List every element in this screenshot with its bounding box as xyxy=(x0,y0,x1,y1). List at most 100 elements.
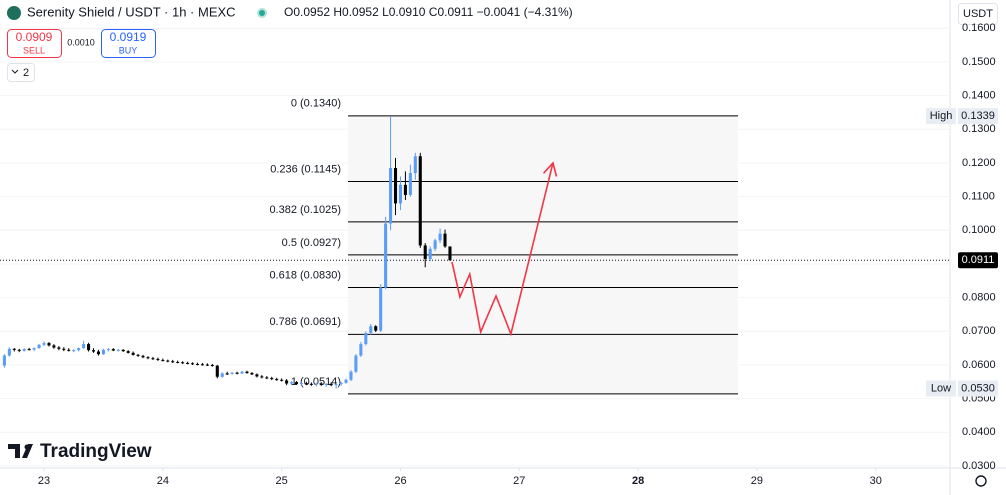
sell-button[interactable] xyxy=(7,29,62,58)
candle-body xyxy=(438,233,442,241)
candle-body xyxy=(131,352,135,355)
candle-body xyxy=(443,233,447,247)
candle-body xyxy=(364,332,368,345)
candle-body xyxy=(87,344,91,351)
currency-button[interactable] xyxy=(958,3,998,25)
candle-body xyxy=(250,373,254,375)
candle-body xyxy=(210,364,214,366)
sell-label: SELL xyxy=(23,45,45,55)
candle-body xyxy=(215,365,219,377)
candle-body xyxy=(354,355,358,372)
buy-button[interactable] xyxy=(101,29,156,58)
candle-body xyxy=(349,371,353,380)
chevron-icon xyxy=(11,69,19,74)
marker-value: 0.1339 xyxy=(961,110,995,122)
candle-body xyxy=(91,350,96,352)
candle-body xyxy=(334,384,338,386)
candle-body xyxy=(82,344,86,349)
candle-body xyxy=(101,349,105,355)
candle-body xyxy=(2,355,6,366)
marker-value: 0.0530 xyxy=(961,382,995,394)
last-price-label: 0.0911 xyxy=(962,254,995,266)
candle-body xyxy=(403,184,407,195)
candle-body xyxy=(270,378,274,380)
candle-body xyxy=(195,363,200,365)
brand-name: TradingView xyxy=(40,441,152,462)
candle-body xyxy=(359,344,363,356)
y-tick-label: 0.1500 xyxy=(962,56,996,68)
candle-body xyxy=(121,349,125,352)
candle-body xyxy=(384,223,388,288)
x-tick-label: 27 xyxy=(513,475,525,487)
fib-label: 0.5 (0.0927) xyxy=(282,237,341,249)
settings-icon[interactable] xyxy=(975,475,987,487)
y-tick-label: 0.0600 xyxy=(962,359,996,371)
candle-body xyxy=(176,361,180,363)
candle-body xyxy=(339,382,343,385)
candle-body xyxy=(205,364,209,366)
candle-body xyxy=(171,361,175,363)
candle-body xyxy=(433,240,437,249)
y-tick-label: 0.0400 xyxy=(962,426,996,438)
marker-name-badge xyxy=(926,108,956,125)
status-dot xyxy=(259,10,265,16)
candle-body xyxy=(111,349,115,351)
candle-body xyxy=(230,372,234,374)
candle-body xyxy=(389,168,393,224)
candle-body xyxy=(220,373,224,377)
indicators-count: 2 xyxy=(23,67,29,79)
candle-body xyxy=(32,348,36,350)
x-tick-label: 24 xyxy=(157,475,169,487)
candle-body xyxy=(374,326,378,331)
candle-body xyxy=(47,343,51,346)
last-price-badge xyxy=(958,252,998,269)
candle-body xyxy=(141,355,145,358)
projection-arrowhead xyxy=(542,161,558,177)
candle-body xyxy=(260,376,264,378)
candle-body xyxy=(62,348,66,350)
candle-body xyxy=(52,345,56,348)
candle-body xyxy=(324,383,328,385)
y-tick-label: 0.0700 xyxy=(962,325,996,337)
buy-price: 0.0919 xyxy=(110,30,147,44)
candle-body xyxy=(37,344,41,349)
candle-body xyxy=(27,349,31,351)
y-tick-label: 0.0800 xyxy=(962,292,996,304)
symbol-title: Serenity Shield / USDT · 1h · MEXC xyxy=(27,4,236,19)
candle-body xyxy=(280,379,284,381)
candle-body xyxy=(290,382,294,384)
fib-label: 0.618 (0.0830) xyxy=(269,269,341,281)
x-tick-label: 29 xyxy=(751,475,763,487)
candle-body xyxy=(7,348,11,356)
candle-body xyxy=(151,358,155,360)
fib-label: 0 (0.1340) xyxy=(291,98,341,110)
y-tick-label: 0.1600 xyxy=(962,22,996,34)
candle-body xyxy=(329,383,333,386)
candle-body xyxy=(156,358,160,360)
candle-body xyxy=(96,351,101,355)
candle-body xyxy=(398,184,403,204)
y-tick-label: 0.1200 xyxy=(962,157,996,169)
candle-body xyxy=(166,360,170,362)
marker-name: High xyxy=(930,110,953,122)
candle-body xyxy=(344,379,348,383)
buy-label: BUY xyxy=(119,45,138,55)
candle-body xyxy=(314,383,318,385)
y-tick-label: 0.0300 xyxy=(962,460,996,472)
marker-name-badge xyxy=(926,380,956,397)
candle-body xyxy=(106,349,110,351)
fib-label: 0.236 (0.1145) xyxy=(270,163,341,175)
fib-label: 1 (0.0514) xyxy=(291,376,341,388)
candle-body xyxy=(265,377,269,379)
candle-body xyxy=(379,287,383,331)
candle-body xyxy=(186,362,190,364)
candle-body xyxy=(200,364,204,366)
candle-body xyxy=(309,383,313,385)
candle-body xyxy=(136,354,140,356)
candle-body xyxy=(235,372,239,374)
ohlc-values: O0.0952 H0.0952 L0.0910 C0.0911 −0.0041 … xyxy=(284,5,573,19)
fib-label: 0.786 (0.0691) xyxy=(269,316,341,328)
x-tick-label: 28 xyxy=(632,475,644,487)
indicators-toggle[interactable] xyxy=(7,63,35,82)
